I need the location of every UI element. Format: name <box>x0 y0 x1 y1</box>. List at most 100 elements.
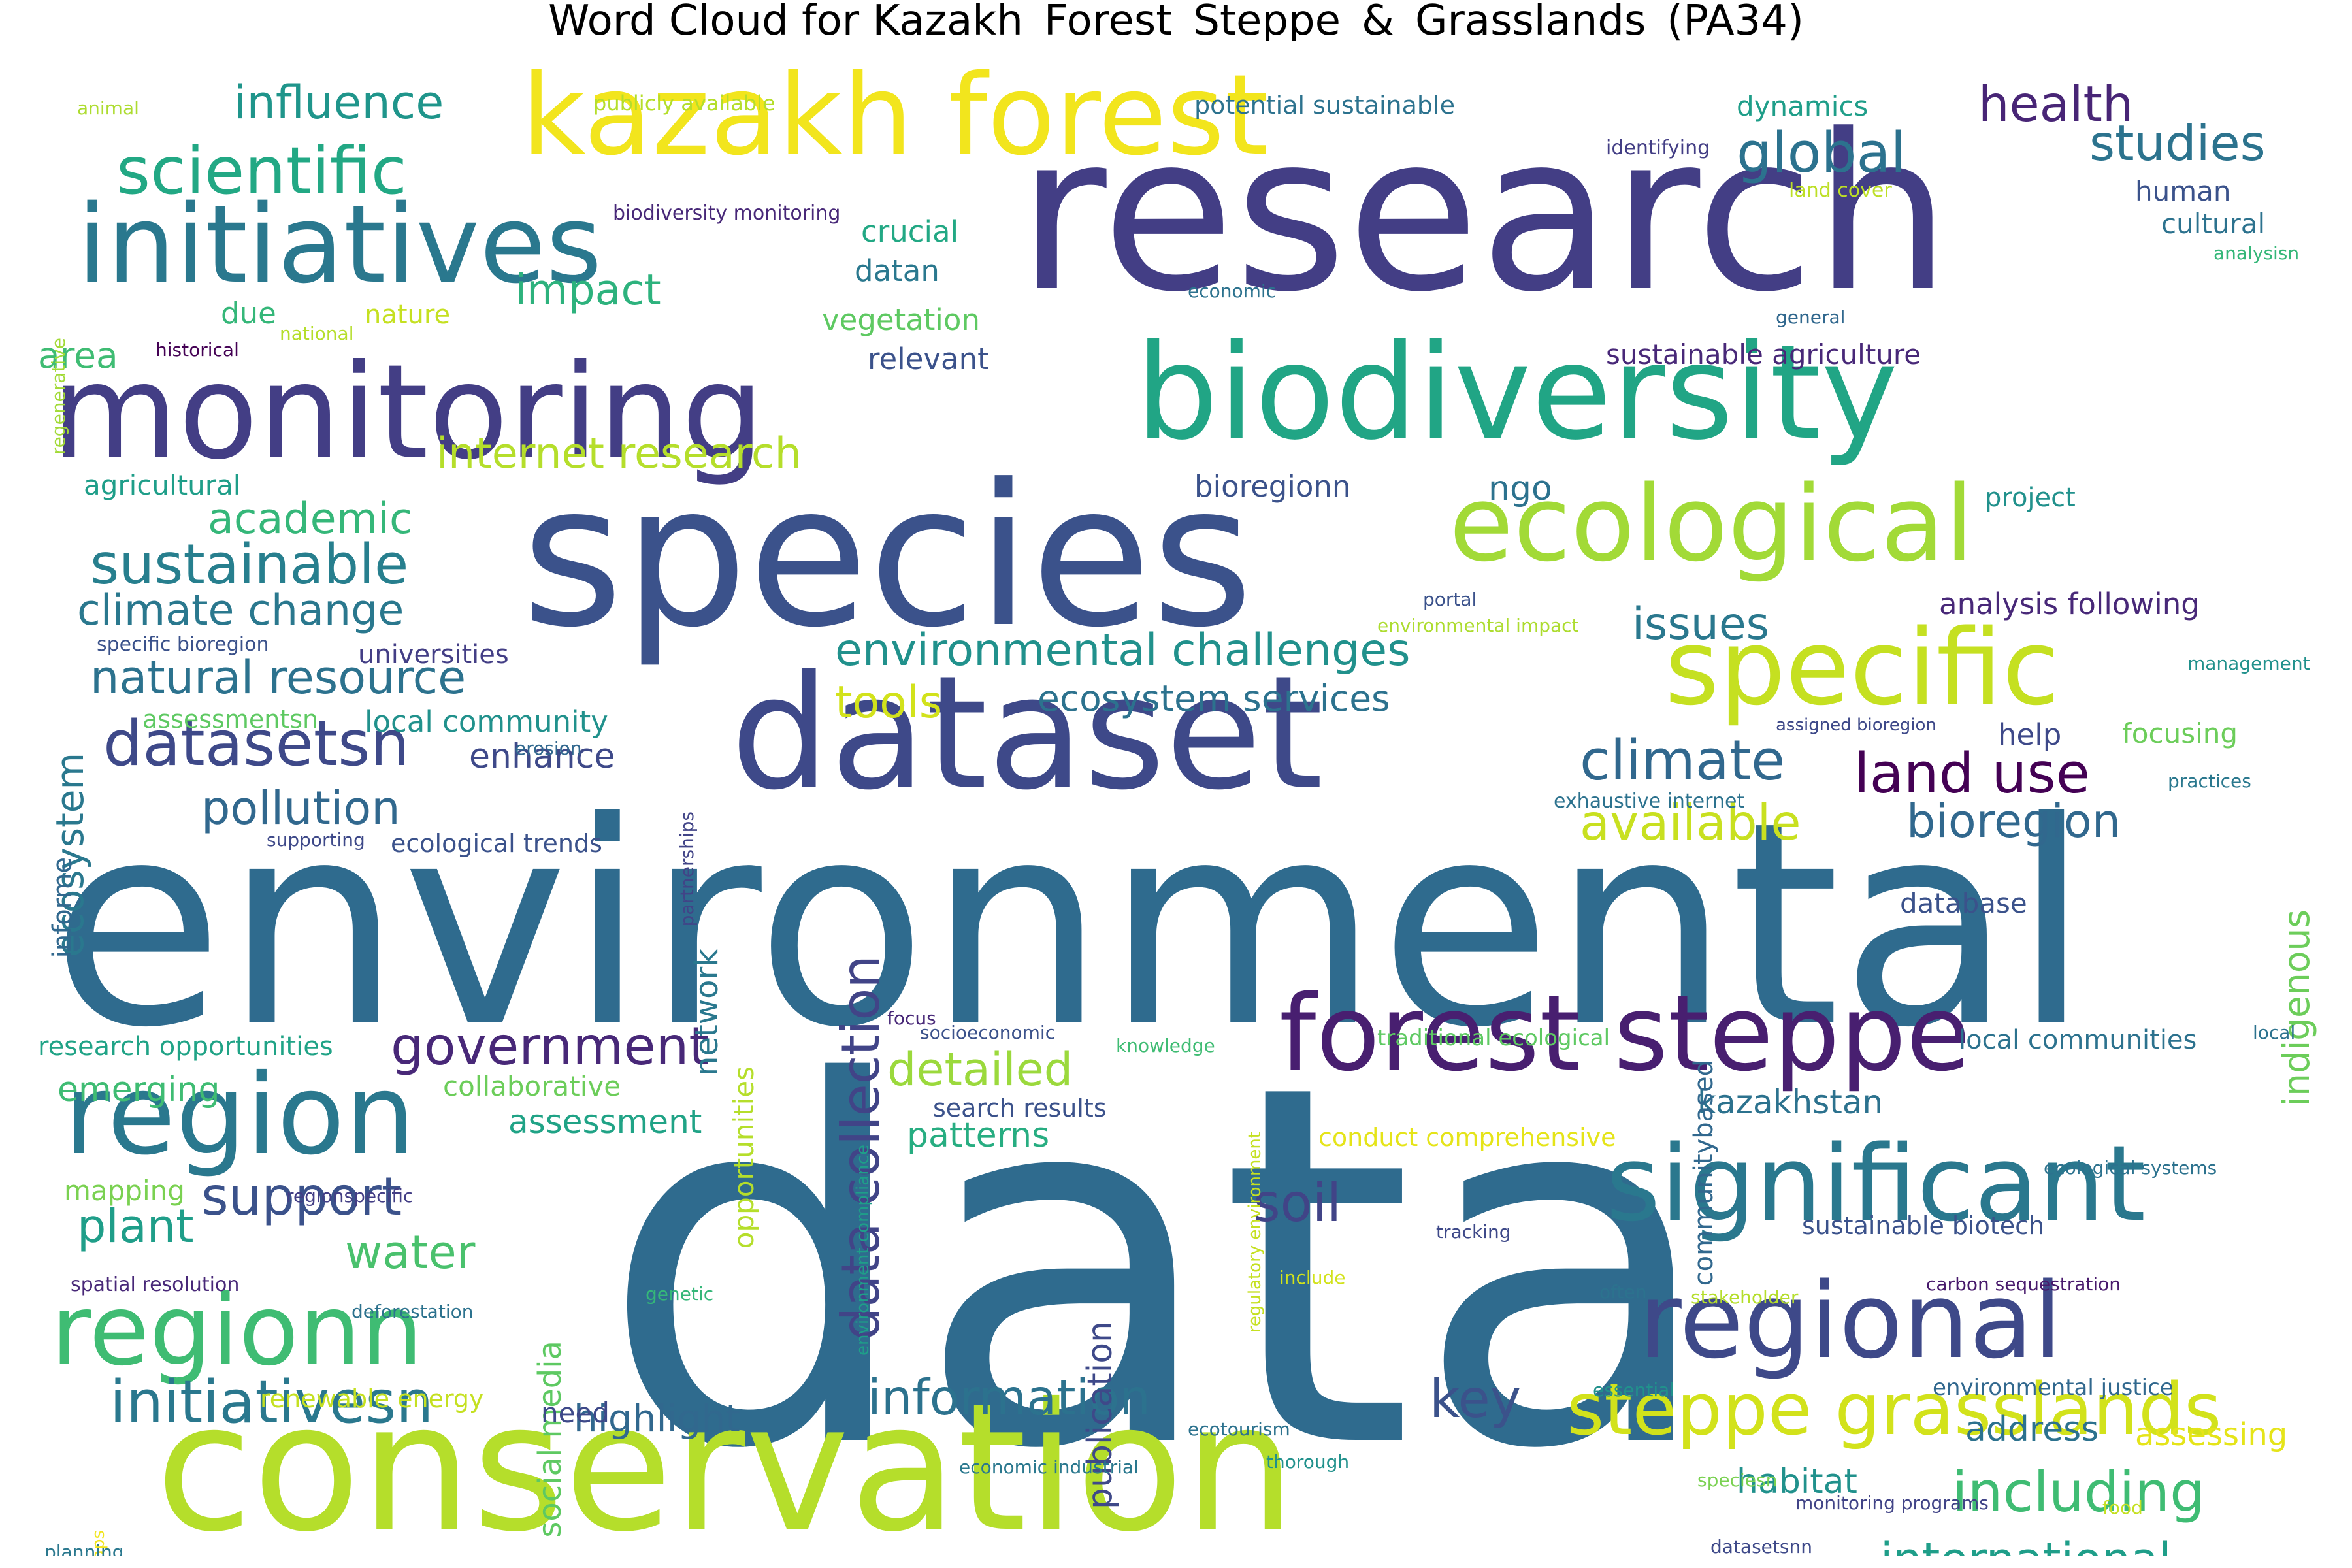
word-ecological: ecological <box>1449 463 1974 585</box>
word-scientific: scientific <box>116 133 407 209</box>
word-datasetsnn: datasetsnn <box>1710 1536 1812 1556</box>
word-environment-compliance: environment compliance <box>853 1145 873 1356</box>
word-socioeconomic: socioeconomic <box>920 1022 1056 1043</box>
word-economic-industrial: economic industrial <box>959 1456 1139 1478</box>
word-conservation: conservation <box>155 1365 1296 1556</box>
word-biodiversity-monitoring: biodiversity monitoring <box>613 202 841 225</box>
word-essential: essential <box>1593 1379 1675 1401</box>
word-land-cover: land cover <box>1789 179 1892 202</box>
word-specific: specific <box>1665 606 2060 728</box>
word-habitat: habitat <box>1737 1462 1857 1501</box>
word-thorough: thorough <box>1266 1451 1350 1473</box>
word-initiativesn: initiativesn <box>110 1368 434 1437</box>
word-informe: informe <box>48 857 78 958</box>
word-local-community: local community <box>365 704 608 739</box>
word-datan: datan <box>855 253 939 288</box>
word-issues: issues <box>1632 598 1770 650</box>
word-publicly-available: publicly available <box>593 91 776 116</box>
word-regulatory-environment: regulatory environment <box>1245 1132 1265 1333</box>
word-speciesn: speciesn <box>1697 1469 1778 1491</box>
word-dynamics: dynamics <box>1737 90 1869 122</box>
word-climate-change: climate change <box>77 586 404 635</box>
word-identifying: identifying <box>1606 137 1710 159</box>
word-detailed: detailed <box>887 1043 1073 1096</box>
word-environmental-justice: environmental justice <box>1933 1375 2174 1401</box>
word-global: global <box>1737 121 1906 186</box>
word-international: international <box>1880 1537 2172 1556</box>
word-social-media: social media <box>532 1341 568 1538</box>
word-internet-research: internet research <box>436 429 802 478</box>
word-human: human <box>2135 175 2231 207</box>
word-impact: impact <box>515 266 661 315</box>
word-support: support <box>201 1166 402 1227</box>
word-influence: influence <box>234 76 444 129</box>
word-tools: tools <box>835 677 943 728</box>
word-assessing: assessing <box>2135 1416 2288 1453</box>
word-exhaustive-internet: exhaustive internet <box>1554 790 1745 813</box>
word-collaborative: collaborative <box>443 1070 621 1102</box>
word-national: national <box>280 323 354 344</box>
word-natural-resource: natural resource <box>90 651 466 704</box>
word-supporting: supporting <box>267 829 365 851</box>
word-ecosystem-services: ecosystem services <box>1037 678 1390 719</box>
word-mapping: mapping <box>64 1175 185 1207</box>
word-stakeholder: stakeholder <box>1691 1286 1799 1308</box>
word-local-communities: local communities <box>1959 1025 2197 1055</box>
word-sustainable: sustainable <box>90 532 409 597</box>
word-genetic: genetic <box>645 1283 714 1305</box>
word-government: government <box>391 1016 710 1077</box>
word-biodiversity: biodiversity <box>1135 317 1899 469</box>
word-vegetation: vegetation <box>822 302 980 337</box>
word-health: health <box>1978 75 2134 133</box>
word-sustainable-agriculture: sustainable agriculture <box>1606 338 1921 370</box>
word-opportunities: opportunities <box>728 1066 760 1249</box>
word-monitoring: monitoring <box>51 336 764 489</box>
word-emerging: emerging <box>57 1070 220 1109</box>
word-planning: planning <box>44 1541 124 1557</box>
word-ecological-trends: ecological trends <box>391 829 602 858</box>
word-studies: studies <box>2089 114 2266 172</box>
word-climate: climate <box>1580 728 1786 793</box>
word-historical: historical <box>155 339 239 361</box>
word-animal: animal <box>77 97 139 119</box>
word-land-use: land use <box>1854 742 2091 806</box>
word-renewable-energy: renewable energy <box>260 1384 484 1413</box>
word-ngo: ngo <box>1488 469 1552 508</box>
word-highlight: highlight <box>574 1396 740 1441</box>
word-datasetsn: datasetsn <box>103 708 410 780</box>
word-regional: regional <box>1639 1260 2063 1382</box>
word-erosion: erosion <box>515 738 582 759</box>
word-management: management <box>2187 653 2310 674</box>
word-practices: practices <box>2168 770 2251 792</box>
word-environmental-challenges: environmental challenges <box>835 625 1411 676</box>
word-including: including <box>1952 1460 2206 1525</box>
word-key: key <box>1429 1369 1522 1429</box>
word-database: database <box>1900 887 2027 919</box>
word-indigenous: indigenous <box>2276 909 2317 1107</box>
word-knowledge: knowledge <box>1116 1035 1215 1056</box>
word-academic: academic <box>208 495 413 544</box>
word-carbon-sequestration: carbon sequestration <box>1926 1273 2121 1295</box>
word-assessmentsn: assessmentsn <box>142 705 319 734</box>
word-publication: publication <box>1081 1321 1120 1509</box>
word-analysisn: analysisn <box>2213 242 2300 264</box>
word-significant: significant <box>1606 1122 2146 1245</box>
word-food: food <box>2102 1497 2143 1518</box>
word-focus: focus <box>887 1007 936 1029</box>
word-conduct-comprehensive: conduct comprehensive <box>1318 1123 1616 1152</box>
word-nature: nature <box>365 300 451 330</box>
word-ecological-systems: ecological systems <box>2044 1157 2217 1179</box>
word-bioregionn: bioregionn <box>1194 469 1351 504</box>
word-potential-sustainable: potential sustainable <box>1194 91 1455 120</box>
word-environmental: environmental <box>51 762 2091 1089</box>
word-available: available <box>1580 794 1801 851</box>
word-regionspecific: regionspecific <box>286 1185 414 1207</box>
word-agricultural: agricultural <box>84 469 241 501</box>
word-research: research <box>1018 88 1951 339</box>
word-initiatives: initiatives <box>77 182 602 307</box>
word-relevant: relevant <box>868 342 989 376</box>
word-partnerships: partnerships <box>676 811 698 927</box>
word-water: water <box>345 1226 476 1279</box>
word-general: general <box>1776 306 1846 328</box>
word-sustainable-biotech: sustainable biotech <box>1802 1211 2045 1240</box>
